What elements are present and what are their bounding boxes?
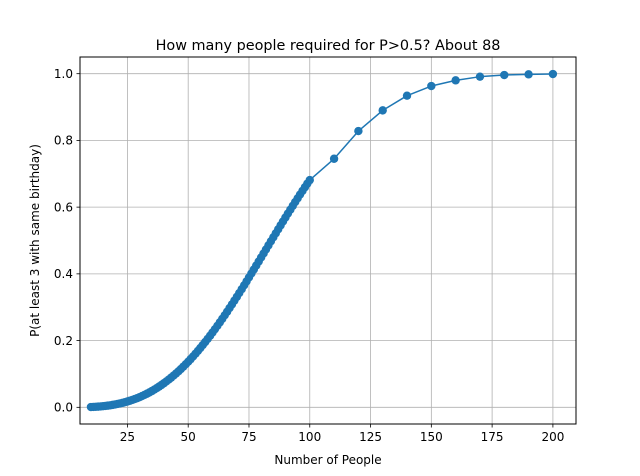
data-point	[329, 154, 339, 163]
chart-title: How many people required for P>0.5? Abou…	[156, 38, 501, 54]
x-axis-label: Number of People	[274, 453, 381, 467]
y-axis-ticks: 0.0 0.2 0.4 0.6 0.8 1.0	[54, 67, 80, 415]
axes-frame	[79, 56, 577, 425]
x-axis-ticks: 25 50 75 100 125 150 175 200	[120, 424, 564, 444]
x-tick-label: 150	[420, 430, 443, 444]
x-tick-label: 175	[481, 430, 504, 444]
x-tick-label: 100	[298, 430, 321, 444]
y-tick-label: 1.0	[54, 67, 73, 81]
data-point	[475, 72, 485, 81]
data-point	[378, 106, 387, 115]
data-point	[305, 175, 314, 185]
data-point	[548, 69, 558, 79]
y-tick-label: 0.0	[54, 401, 73, 415]
data-point	[402, 91, 412, 100]
y-tick-label: 0.8	[54, 134, 73, 148]
data-point	[451, 76, 460, 85]
x-tick-label: 125	[359, 430, 382, 444]
grid	[80, 57, 576, 424]
y-tick-label: 0.2	[54, 334, 73, 348]
y-tick-label: 0.6	[54, 200, 73, 214]
data-series	[86, 69, 558, 412]
data-point	[500, 70, 509, 80]
x-tick-label: 50	[181, 430, 196, 444]
x-tick-label: 200	[541, 430, 564, 444]
plot-area	[80, 57, 576, 424]
data-point	[354, 126, 363, 136]
x-tick-label: 75	[241, 430, 256, 444]
y-axis-label: P(at least 3 with same birthday)	[28, 144, 42, 337]
data-point	[427, 81, 436, 91]
y-tick-label: 0.4	[54, 267, 73, 281]
data-point	[524, 70, 533, 79]
x-tick-label: 25	[120, 430, 135, 444]
